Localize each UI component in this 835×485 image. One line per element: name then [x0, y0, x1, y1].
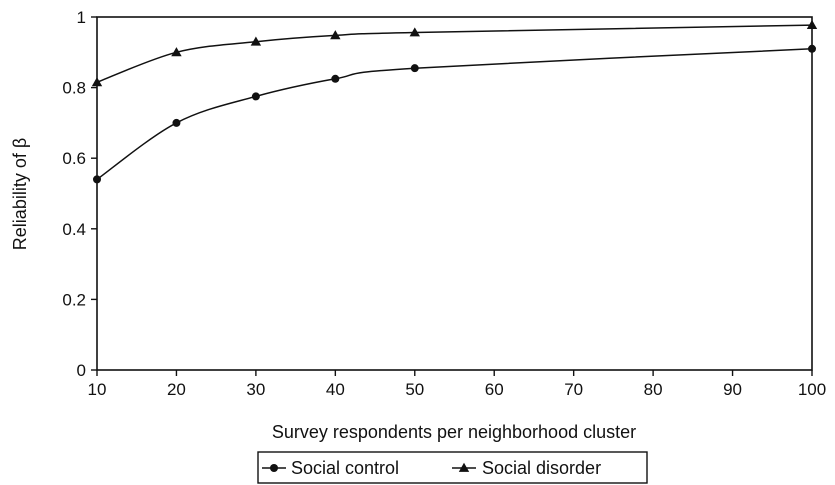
series-layer [91, 19, 818, 184]
data-point-social-disorder [250, 36, 262, 46]
legend-label-social-control: Social control [291, 458, 399, 478]
legend: Social control Social disorder [257, 451, 648, 484]
data-point-social-disorder [171, 47, 182, 57]
series-social-control [93, 44, 816, 184]
x-tick-label: 40 [326, 380, 345, 399]
y-tick-label: 0.4 [62, 220, 86, 239]
x-tick-label: 80 [644, 380, 663, 399]
y-tick-label: 0.6 [62, 149, 86, 168]
y-axis-title: Reliability of β [10, 138, 30, 250]
x-tick-label: 20 [167, 380, 186, 399]
series-line-social-control [96, 48, 813, 181]
x-axis-ticks: 10 20 30 40 50 60 70 80 90 100 [88, 370, 826, 399]
data-point-social-control [251, 92, 260, 101]
legend-label-social-disorder: Social disorder [482, 458, 601, 478]
y-axis-ticks: 0 0.2 0.4 0.6 0.8 1 [62, 8, 97, 380]
x-tick-label: 60 [485, 380, 504, 399]
legend-marker-social-disorder [458, 462, 470, 472]
y-tick-label: 0.2 [62, 290, 86, 309]
data-point-social-control [410, 64, 419, 73]
plot-frame [96, 16, 813, 371]
data-point-social-disorder [91, 77, 103, 87]
data-point-social-control [808, 44, 816, 53]
data-point-social-control [93, 175, 101, 184]
series-social-disorder [91, 19, 818, 87]
x-tick-label: 10 [88, 380, 107, 399]
x-tick-label: 100 [798, 380, 826, 399]
data-point-social-control [331, 74, 340, 83]
data-point-social-disorder [409, 27, 420, 37]
x-tick-label: 30 [246, 380, 265, 399]
y-tick-label: 1 [77, 8, 86, 27]
legend-marker-social-control [270, 464, 278, 472]
data-point-social-control [172, 118, 181, 127]
data-point-social-disorder [806, 19, 818, 30]
y-tick-label: 0.8 [62, 79, 86, 98]
legend-item-social-disorder: Social disorder [452, 458, 601, 478]
x-tick-label: 50 [405, 380, 424, 399]
y-tick-label: 0 [77, 361, 86, 380]
x-axis-title: Survey respondents per neighborhood clus… [272, 422, 636, 442]
x-tick-label: 70 [564, 380, 583, 399]
legend-item-social-control: Social control [262, 458, 399, 478]
data-point-social-disorder [330, 30, 341, 40]
x-tick-label: 90 [723, 380, 742, 399]
